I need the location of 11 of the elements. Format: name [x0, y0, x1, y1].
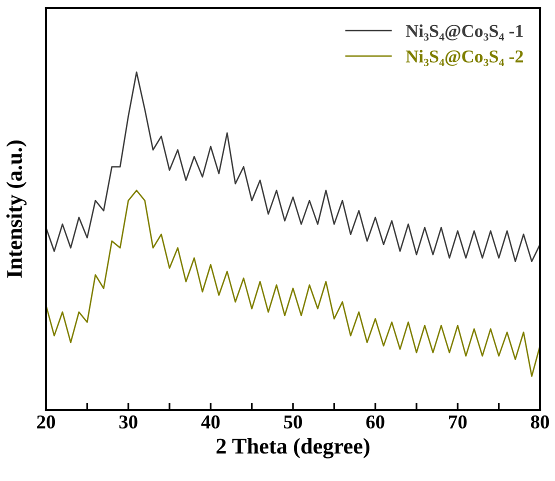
x-tick-label: 40	[201, 415, 220, 429]
x-tick-label: 20	[37, 415, 55, 429]
x-tick-label: 30	[119, 415, 138, 429]
y-axis-title: Intensity (a.u.)	[6, 140, 27, 278]
x-tick-label: 60	[366, 415, 384, 429]
x-tick-label: 70	[449, 415, 467, 429]
x-tick-label: 80	[530, 415, 549, 429]
legend-label: Ni₃S₄@Co₃S₄ -1	[406, 24, 523, 41]
legend-label: Ni₃S₄@Co₃S₄ -2	[406, 50, 523, 66]
x-axis-title: 2 Theta (degree)	[216, 438, 370, 458]
x-tick-label: 50	[284, 415, 302, 429]
